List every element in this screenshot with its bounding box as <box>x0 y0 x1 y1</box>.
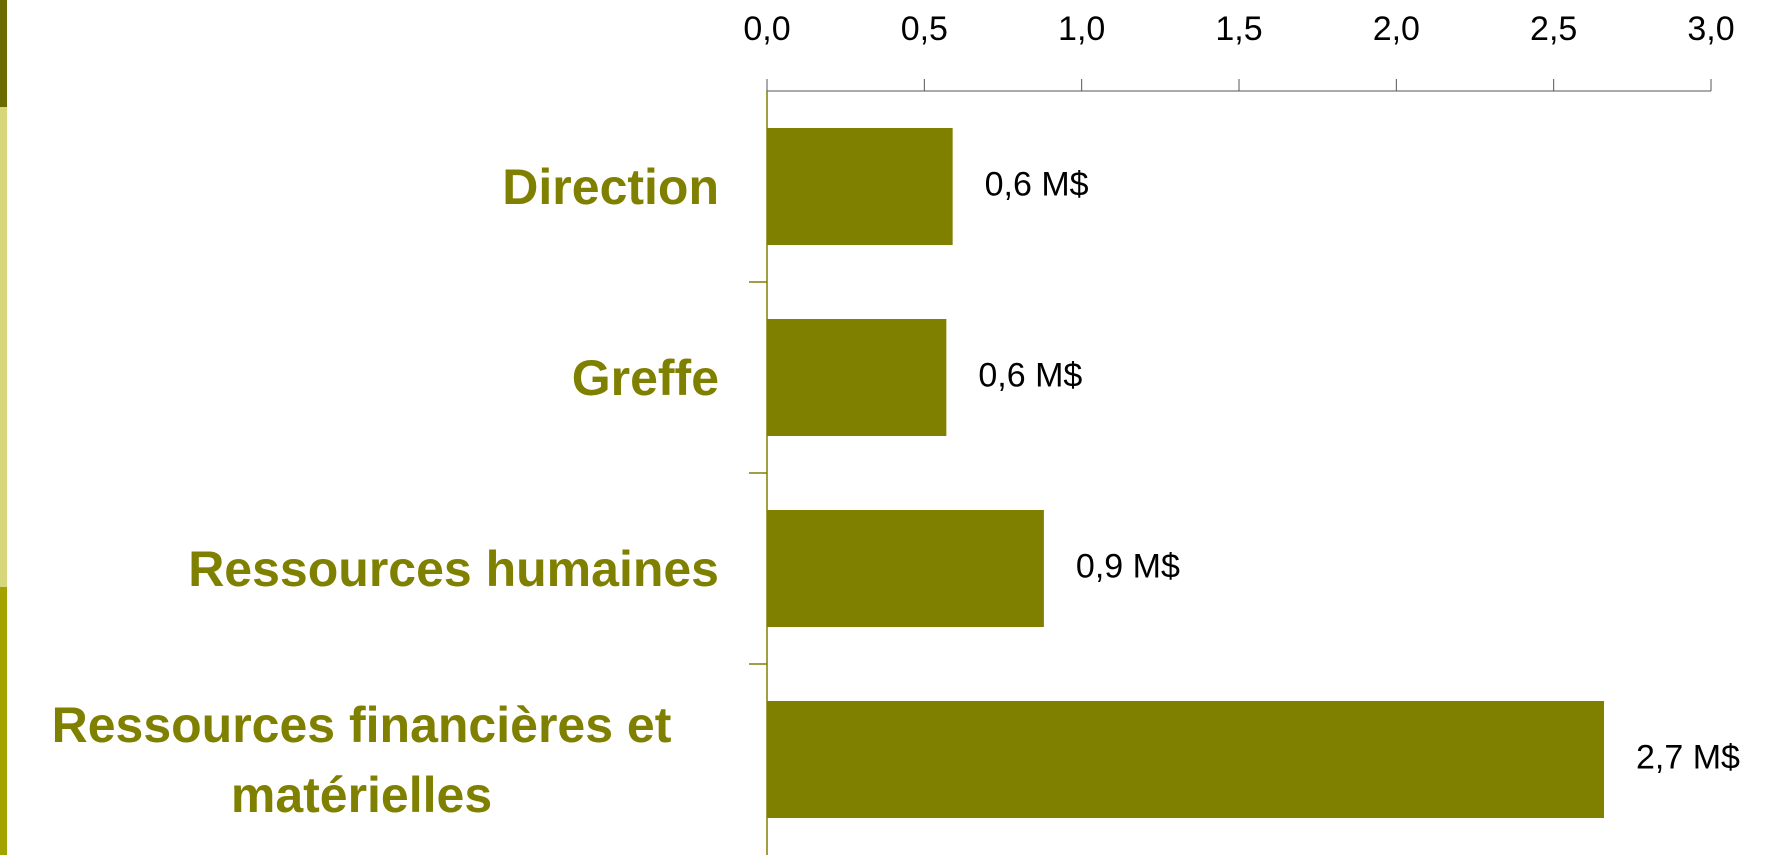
category-label-box: Greffe <box>0 343 719 413</box>
x-tick-label: 2,5 <box>1530 10 1577 48</box>
edge-strip <box>0 0 7 107</box>
bar <box>767 701 1605 818</box>
value-label: 0,9 M$ <box>1076 547 1180 585</box>
value-label: 0,6 M$ <box>978 356 1082 394</box>
value-label: 2,7 M$ <box>1636 738 1740 776</box>
bar <box>767 319 947 436</box>
edge-strip <box>0 587 7 855</box>
y-tick-label: Ressources financières et matérielles <box>51 696 672 823</box>
bar <box>767 128 953 245</box>
y-tick-label: Ressources humaines <box>188 540 719 597</box>
value-label: 0,6 M$ <box>985 165 1089 203</box>
x-tick-label: 0,0 <box>743 10 790 48</box>
x-tick-label: 3,0 <box>1687 10 1734 48</box>
x-tick-label: 2,0 <box>1373 10 1420 48</box>
y-tick-label: Greffe <box>571 349 719 406</box>
y-tick-label: Direction <box>502 158 719 215</box>
x-tick-label: 1,5 <box>1215 10 1262 48</box>
edge-strip <box>0 107 7 587</box>
x-tick-label: 0,5 <box>901 10 948 48</box>
category-label-box: Ressources financières et matérielles <box>0 690 719 830</box>
bar <box>767 510 1044 627</box>
x-tick-label: 1,0 <box>1058 10 1105 48</box>
category-label-box: Direction <box>0 152 719 222</box>
category-label-box: Ressources humaines <box>0 534 719 604</box>
